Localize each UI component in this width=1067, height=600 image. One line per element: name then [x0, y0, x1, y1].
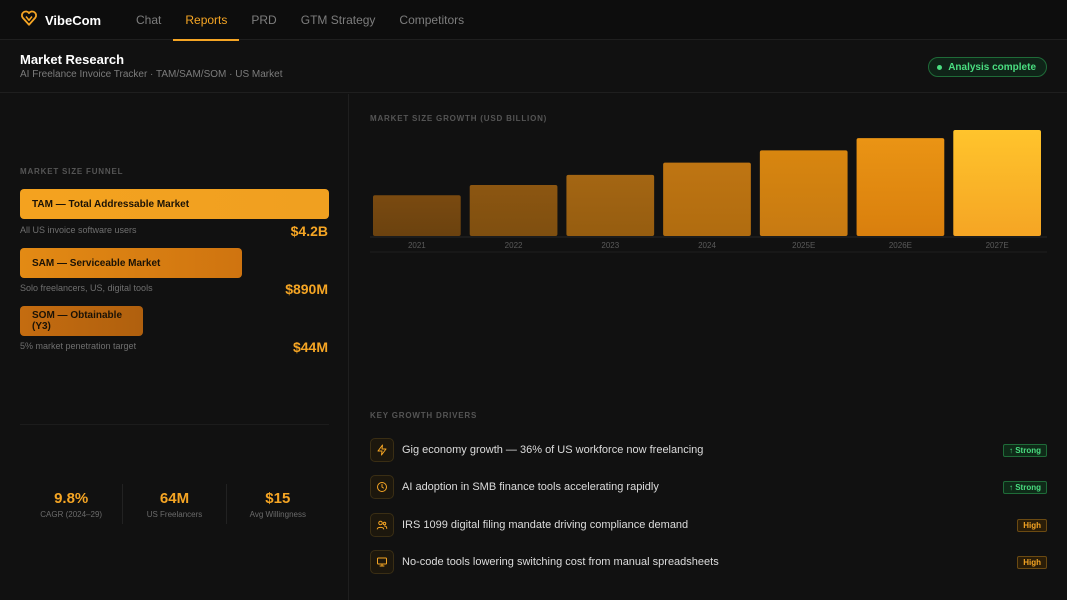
- chart-svg: 2021 2022 2023 2024 2025E 2026E 2027E: [370, 130, 1047, 253]
- clock-icon: [370, 475, 394, 499]
- tab-gtm-strategy[interactable]: GTM Strategy: [300, 13, 376, 27]
- top-nav: VibeCom Chat Reports PRD GTM Strategy Co…: [0, 0, 1067, 41]
- status-badge: Analysis complete: [928, 57, 1047, 77]
- driver-text: No-code tools lowering switching cost fr…: [402, 556, 719, 568]
- strength-badge: High: [1017, 556, 1047, 569]
- page-header: Market Research AI Freelance Invoice Tra…: [0, 40, 1067, 93]
- stat-freelancers: 64M US Freelancers: [123, 484, 227, 524]
- stat-freelancers-label: US Freelancers: [146, 510, 203, 519]
- lightning-icon: [370, 438, 394, 462]
- funnel-panel: MARKET SIZE FUNNEL TAM — Total Addressab…: [0, 94, 349, 600]
- funnel-bar-tam[interactable]: TAM — Total Addressable Market: [20, 189, 329, 219]
- funnel-note-tam: All US invoice software users: [20, 225, 137, 235]
- divider: [20, 424, 329, 425]
- status-dot-icon: [937, 64, 943, 70]
- funnel-bar-som-label: SOM — Obtainable (Y3): [32, 310, 123, 332]
- funnel-bar-tam-label: TAM — Total Addressable Market: [32, 198, 190, 210]
- bar-2027E[interactable]: [953, 130, 1041, 236]
- stat-freelancers-value: 64M: [159, 490, 190, 507]
- driver-item[interactable]: No-code tools lowering switching cost fr…: [370, 548, 1047, 576]
- status-text: Analysis complete: [948, 61, 1036, 73]
- x-tick-label: 2025E: [792, 241, 815, 250]
- funnel-value-tam: $4.2B: [290, 223, 328, 239]
- users-icon: [370, 513, 394, 537]
- chart-title: MARKET SIZE GROWTH (USD BILLION): [370, 114, 548, 123]
- driver-text: IRS 1099 digital filing mandate driving …: [402, 519, 689, 531]
- stats-row: 9.8% CAGR (2024–29) 64M US Freelancers $…: [20, 484, 329, 524]
- x-tick-label: 2024: [698, 241, 716, 250]
- tab-competitors[interactable]: Competitors: [399, 13, 465, 27]
- strength-badge: ↑ Strong: [1003, 444, 1047, 457]
- tab-reports[interactable]: Reports: [173, 0, 240, 41]
- stat-cagr-value: 9.8%: [54, 490, 89, 507]
- market-growth-chart: 2021 2022 2023 2024 2025E 2026E 2027E: [370, 124, 1050, 264]
- brand-name: VibeCom: [45, 12, 102, 28]
- stat-willingness-value: $15: [265, 490, 291, 507]
- x-tick-label: 2023: [601, 241, 619, 250]
- funnel-note-som: 5% market penetration target: [20, 341, 137, 351]
- driver-item[interactable]: IRS 1099 digital filing mandate driving …: [370, 511, 1047, 539]
- x-tick-label: 2027E: [986, 241, 1009, 250]
- bar-2023[interactable]: [566, 174, 655, 236]
- bar-2025E[interactable]: [759, 150, 848, 236]
- funnel-section-label: MARKET SIZE FUNNEL: [20, 167, 124, 176]
- stat-willingness-label: Avg Willingness: [249, 510, 306, 519]
- monitor-icon: [370, 550, 394, 574]
- page-title: Market Research: [20, 52, 125, 67]
- heart-logo-icon: [20, 9, 38, 32]
- strength-badge: ↑ Strong: [1003, 481, 1047, 494]
- drivers-section-label: KEY GROWTH DRIVERS: [370, 411, 478, 420]
- tab-chat[interactable]: Chat: [136, 13, 162, 27]
- bar-2026E[interactable]: [856, 138, 945, 236]
- driver-text: Gig economy growth — 36% of US workforce…: [402, 444, 704, 456]
- funnel-note-sam: Solo freelancers, US, digital tools: [20, 283, 153, 293]
- funnel-bar-sam-label: SAM — Serviceable Market: [32, 257, 161, 269]
- funnel-bar-som[interactable]: SOM — Obtainable (Y3): [20, 306, 143, 336]
- driver-item[interactable]: Gig economy growth — 36% of US workforce…: [370, 436, 1047, 464]
- brand[interactable]: VibeCom: [20, 10, 101, 30]
- chart-panel: MARKET SIZE GROWTH (USD BILLION) 2021 202…: [350, 94, 1067, 600]
- nav-tabs: Chat Reports PRD GTM Strategy Competitor…: [124, 0, 476, 41]
- x-tick-label: 2022: [505, 241, 523, 250]
- bar-2024[interactable]: [663, 162, 751, 236]
- funnel-bar-sam[interactable]: SAM — Serviceable Market: [20, 248, 242, 278]
- stat-cagr: 9.8% CAGR (2024–29): [20, 484, 124, 524]
- tab-prd[interactable]: PRD: [251, 13, 277, 27]
- stat-willingness: $15 Avg Willingness: [227, 484, 329, 524]
- x-tick-label: 2026E: [889, 241, 912, 250]
- strength-badge: High: [1017, 519, 1047, 532]
- bar-2021[interactable]: [373, 195, 461, 236]
- funnel-value-som: $44M: [292, 339, 328, 355]
- driver-item[interactable]: AI adoption in SMB finance tools acceler…: [370, 473, 1047, 501]
- driver-text: AI adoption in SMB finance tools acceler…: [402, 481, 659, 493]
- funnel-value-sam: $890M: [285, 281, 328, 297]
- bar-2022[interactable]: [469, 185, 558, 236]
- stat-cagr-label: CAGR (2024–29): [40, 510, 103, 519]
- page-subtitle: AI Freelance Invoice Tracker · TAM/SAM/S…: [20, 69, 283, 80]
- x-tick-label: 2021: [408, 241, 426, 250]
